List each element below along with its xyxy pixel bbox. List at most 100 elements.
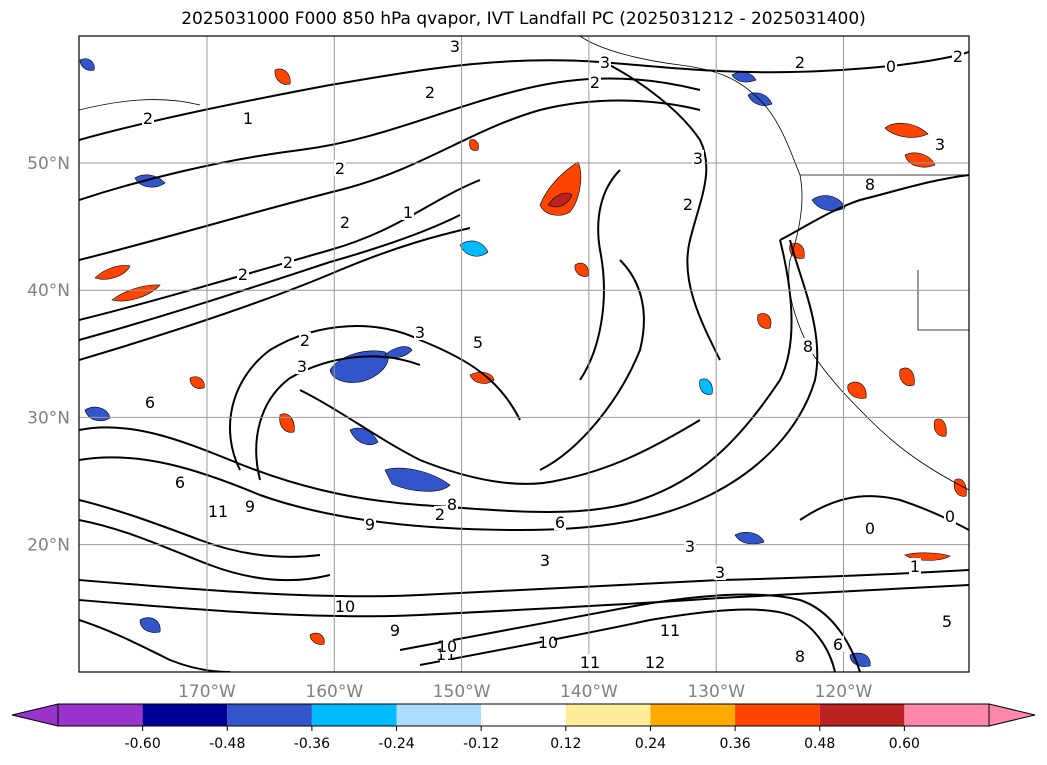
contour-line bbox=[599, 59, 721, 361]
contour-label-bg bbox=[864, 520, 876, 536]
anomaly-patch bbox=[547, 192, 573, 208]
contour-label-bg bbox=[589, 74, 601, 90]
lon-tick-label: 170°W bbox=[178, 682, 236, 702]
anomaly-patch bbox=[469, 371, 495, 384]
contour-line bbox=[79, 569, 969, 598]
contour-label-bg bbox=[649, 654, 661, 670]
contour-label: 8 bbox=[865, 175, 875, 194]
contour-label-bg bbox=[714, 564, 726, 580]
coastline bbox=[79, 99, 201, 111]
contour-line bbox=[299, 389, 701, 485]
anomaly-patch bbox=[111, 284, 161, 302]
colorbar-tick-label: 0.36 bbox=[720, 736, 751, 752]
colorbar-tick-label: -0.48 bbox=[209, 736, 245, 752]
contour-line bbox=[255, 355, 421, 481]
contour-label: 6 bbox=[555, 513, 565, 532]
contour-label-bg bbox=[885, 58, 897, 74]
contour-label: 8 bbox=[803, 337, 813, 356]
contour-label: 6 bbox=[145, 393, 155, 412]
contour-label-bg bbox=[682, 196, 694, 212]
contour-label: 0 bbox=[886, 57, 896, 76]
contour-label: 10 bbox=[538, 633, 558, 652]
contour-label: 3 bbox=[297, 357, 307, 376]
contour-label: 11 bbox=[208, 502, 228, 521]
contour-label-bg bbox=[692, 150, 704, 166]
anomaly-patch bbox=[734, 532, 765, 545]
contour-label: 2 bbox=[300, 331, 310, 350]
lat-tick-label: 50°N bbox=[27, 154, 70, 174]
colorbar-tick-label: -0.60 bbox=[125, 736, 161, 752]
anomaly-patch bbox=[94, 265, 131, 280]
contour-label-bg bbox=[832, 636, 844, 652]
contour-label: 3 bbox=[600, 53, 610, 72]
contour-label: 2 bbox=[795, 53, 805, 72]
contour-label: 9 bbox=[365, 515, 375, 534]
anomaly-patch bbox=[79, 58, 95, 71]
contour-label-bg bbox=[446, 496, 458, 512]
contour-line bbox=[79, 51, 969, 141]
contour-label-bg bbox=[237, 266, 249, 282]
contour-label: 9 bbox=[390, 621, 400, 640]
anomaly-patch bbox=[953, 478, 967, 497]
map-title: 2025031000 F000 850 hPa qvapor, IVT Land… bbox=[181, 9, 866, 29]
colorbar-segment bbox=[311, 704, 397, 726]
contour-label: 2 bbox=[590, 73, 600, 92]
contour-label-bg bbox=[941, 613, 953, 629]
contour-line bbox=[79, 214, 461, 341]
contour-label-bg bbox=[142, 110, 154, 126]
coastlines bbox=[79, 36, 969, 491]
colorbar-segment bbox=[565, 704, 651, 726]
contour-line bbox=[229, 325, 521, 471]
contour-label: 2 bbox=[435, 505, 445, 524]
contour-line bbox=[79, 619, 231, 672]
contour-label-bg bbox=[389, 622, 401, 638]
contour-label-bg bbox=[282, 254, 294, 270]
anomaly-patch bbox=[274, 68, 291, 85]
anomaly-patch bbox=[747, 92, 773, 106]
contour-label: 2 bbox=[143, 109, 153, 128]
contour-label: 8 bbox=[795, 647, 805, 666]
contour-label: 6 bbox=[175, 473, 185, 492]
contour-label: 3 bbox=[693, 149, 703, 168]
gridlines bbox=[79, 36, 969, 672]
lon-tick-label: 140°W bbox=[560, 682, 618, 702]
contour-label: 2 bbox=[335, 159, 345, 178]
contour-label: 3 bbox=[715, 563, 725, 582]
contour-line bbox=[539, 259, 645, 471]
contour-label: 6 bbox=[833, 635, 843, 654]
anomaly-patch bbox=[139, 617, 161, 633]
colorbar-tick-label: -0.24 bbox=[378, 736, 414, 752]
contour-label: 1 bbox=[910, 557, 920, 576]
contour-label-bg bbox=[684, 538, 696, 554]
contour-label-bg bbox=[339, 214, 351, 230]
contour-label: 9 bbox=[245, 497, 255, 516]
contour-label: 2 bbox=[340, 213, 350, 232]
contour-label-bg bbox=[434, 506, 446, 522]
colorbar-segment bbox=[650, 704, 736, 726]
anomaly-patch bbox=[811, 195, 846, 212]
contour-line bbox=[779, 174, 969, 241]
contour-line bbox=[79, 77, 701, 201]
lon-tick-label: 160°W bbox=[305, 682, 363, 702]
colorbar-tick-label: 0.24 bbox=[635, 736, 666, 752]
contour-label-bg bbox=[449, 38, 461, 54]
contour-label-bg bbox=[542, 634, 554, 650]
anomaly-patch bbox=[279, 413, 295, 433]
contour-label-bg bbox=[424, 84, 436, 100]
contour-line bbox=[419, 608, 836, 672]
contour-label-bg bbox=[144, 394, 156, 410]
colorbar-segment bbox=[904, 704, 989, 726]
contour-label-bg bbox=[864, 176, 876, 192]
ivt-contours bbox=[79, 51, 969, 672]
contour-line bbox=[79, 239, 819, 532]
contour-label: 3 bbox=[935, 135, 945, 154]
colorbar-segment bbox=[396, 704, 482, 726]
anomaly-patch bbox=[899, 367, 915, 386]
contour-line bbox=[79, 499, 321, 558]
contour-label: 11 bbox=[660, 621, 680, 640]
anomaly-patch bbox=[574, 262, 589, 277]
lon-tick-label: 120°W bbox=[815, 682, 873, 702]
contour-label: 8 bbox=[447, 495, 457, 514]
contour-label: 10 bbox=[437, 637, 457, 656]
